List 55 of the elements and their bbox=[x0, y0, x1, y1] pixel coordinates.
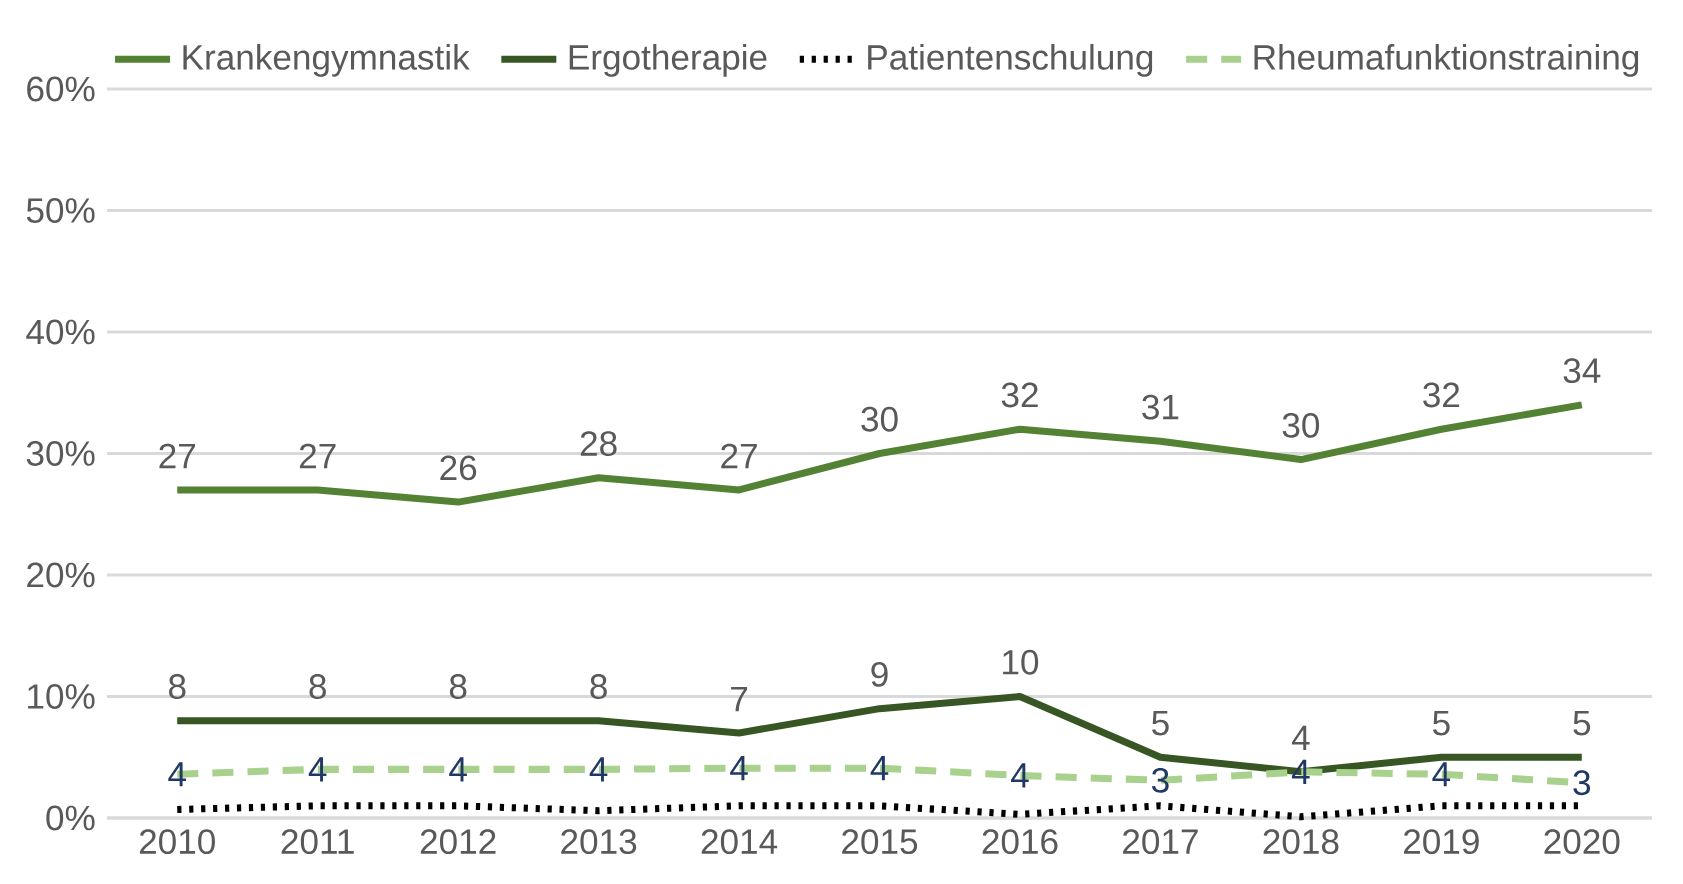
data-label: 3 bbox=[1151, 767, 1169, 793]
data-label: 32 bbox=[1001, 382, 1038, 408]
data-label: 3 bbox=[1573, 770, 1591, 796]
y-tick-label: 10% bbox=[28, 684, 95, 709]
legend-label: Krankengymnastik bbox=[183, 44, 470, 77]
data-label: 27 bbox=[159, 443, 196, 469]
x-tick-label: 2015 bbox=[842, 829, 918, 855]
y-tick-label: 40% bbox=[26, 319, 95, 345]
data-label: 30 bbox=[1282, 412, 1320, 438]
data-label: 8 bbox=[449, 674, 467, 699]
y-tick-label: 60% bbox=[27, 76, 95, 102]
data-label: 32 bbox=[1423, 382, 1460, 408]
data-label: 4 bbox=[730, 756, 748, 781]
data-label: 27 bbox=[721, 443, 757, 469]
data-label: 9 bbox=[871, 661, 888, 687]
data-label: 4 bbox=[168, 762, 186, 787]
data-label: 4 bbox=[589, 757, 608, 782]
legend-label: Ergotherapie bbox=[569, 44, 767, 77]
x-tick-label: 2010 bbox=[139, 829, 215, 855]
data-label: 30 bbox=[861, 406, 898, 432]
data-label: 4 bbox=[870, 756, 889, 781]
legend-label: Rheumafunktionstraining bbox=[1254, 44, 1639, 77]
data-label: 27 bbox=[299, 443, 336, 469]
data-label: 31 bbox=[1142, 394, 1179, 420]
data-label: 8 bbox=[169, 674, 186, 699]
data-label: 8 bbox=[309, 674, 326, 699]
data-label: 26 bbox=[440, 455, 477, 481]
x-tick-label: 2012 bbox=[420, 829, 496, 855]
y-tick-label: 30% bbox=[26, 441, 95, 466]
data-label: 5 bbox=[1152, 710, 1169, 736]
y-tick-label: 0% bbox=[46, 805, 95, 831]
y-tick-label: 50% bbox=[26, 198, 95, 223]
data-label: 28 bbox=[580, 431, 617, 456]
data-label: 8 bbox=[590, 674, 607, 699]
data-label: 4 bbox=[449, 757, 467, 782]
data-label: 4 bbox=[1011, 763, 1029, 788]
x-tick-label: 2017 bbox=[1123, 829, 1198, 855]
x-tick-label: 2014 bbox=[701, 829, 778, 855]
data-label: 34 bbox=[1563, 358, 1601, 384]
data-label: 5 bbox=[1432, 710, 1450, 736]
x-tick-label: 2013 bbox=[561, 829, 637, 855]
data-label: 4 bbox=[1432, 762, 1451, 787]
data-label: 5 bbox=[1573, 710, 1591, 736]
data-label: 4 bbox=[308, 757, 327, 782]
y-tick-label: 20% bbox=[27, 562, 95, 588]
data-label: 10 bbox=[1003, 649, 1039, 675]
x-tick-label: 2016 bbox=[982, 829, 1058, 855]
x-tick-label: 2018 bbox=[1263, 829, 1339, 855]
legend-label: Patientenschulung bbox=[868, 44, 1153, 77]
data-label: 4 bbox=[1291, 759, 1310, 784]
data-label: 7 bbox=[731, 686, 748, 712]
data-label: 4 bbox=[1291, 725, 1310, 751]
x-tick-label: 2020 bbox=[1544, 829, 1620, 855]
x-tick-label: 2019 bbox=[1404, 829, 1479, 855]
x-tick-label: 2011 bbox=[281, 829, 354, 855]
